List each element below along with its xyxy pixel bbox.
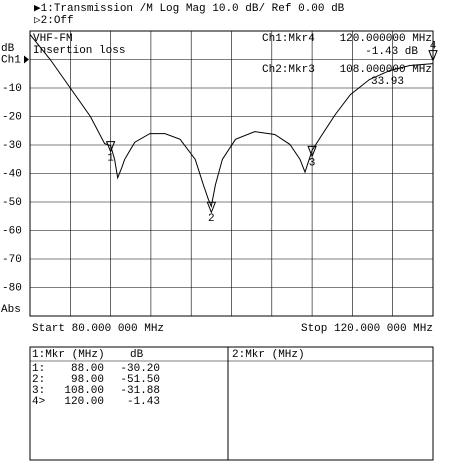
table-cell: -1.43 [127,396,160,408]
table-cell: -30.20 [120,363,160,375]
ref-label: Ch1 [1,54,21,66]
y-tick-label: -80 [2,282,22,294]
table-header: 1:Mkr (MHz) [32,349,105,361]
y-tick-label: -50 [2,197,22,209]
y-axis-label: dB [1,43,15,55]
marker [206,201,217,214]
table-cell: 4> [32,396,45,408]
header-line: ▶1:Transmission /M Log Mag 10.0 dB/ Ref … [34,3,345,15]
marker [428,50,438,62]
marker-label: 1 [107,152,114,164]
y-tick-label: -60 [2,225,22,237]
y-tick-label: -70 [2,254,22,266]
y-tick-label: -30 [2,140,22,152]
header-line: ▷2:Off [34,15,74,27]
stop-label: Stop 120.000 000 MHz [301,323,433,335]
annotation: 108.000000 MHz [340,64,432,76]
marker-label: 2 [208,213,215,225]
annotation: Ch1:Mkr4 [262,33,315,45]
y-tick-label: -10 [2,83,22,95]
abs-label: Abs [1,304,21,316]
marker-table-frame [29,346,434,461]
marker [307,145,317,158]
table-header: 2:Mkr (MHz) [232,349,305,361]
table-cell: 88.00 [71,363,104,375]
annotation: -1.43 dB [365,46,418,58]
annotation: Ch2:Mkr3 [262,64,315,76]
marker [105,141,116,153]
table-cell: 2: [32,374,45,386]
start-label: Start 80.000 000 MHz [32,323,164,335]
table-cell: 120.00 [64,396,104,408]
annotation: 33.93 [371,76,404,88]
table-cell: 108.00 [64,385,104,397]
y-tick-label: -40 [2,168,22,180]
ref-pointer [24,55,29,64]
table-cell: 98.00 [71,374,104,386]
table-cell: 1: [32,363,45,375]
marker-label: 3 [309,157,316,169]
annotation: 120.000000 MHz [340,33,432,45]
table-cell: 3: [32,385,45,397]
marker-label: 4 [430,40,437,52]
table-cell: -31.88 [120,385,160,397]
table-header: dB [130,349,144,361]
annotation: Insertion loss [33,45,125,57]
y-tick-label: -20 [2,111,22,123]
annotation: VHF-FM [33,33,73,45]
table-cell: -51.50 [120,374,160,386]
